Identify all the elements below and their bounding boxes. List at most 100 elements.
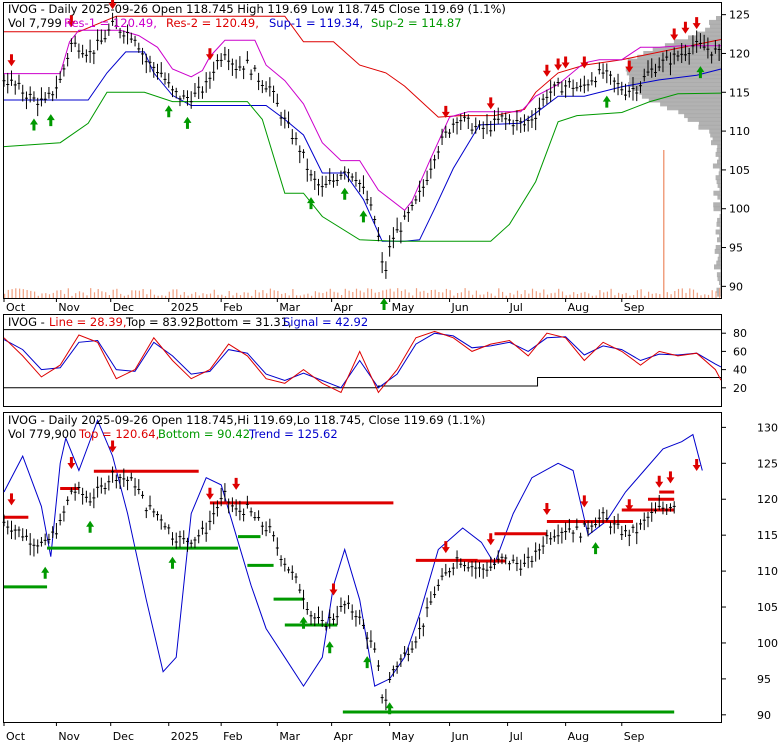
panel1-xtick-label: Feb <box>223 301 242 314</box>
volume-bar <box>131 290 133 298</box>
volume-bar <box>629 295 631 298</box>
histogram-bar <box>716 221 721 227</box>
panel2-line-label: Line = 28.39, <box>49 315 127 329</box>
volume-bar <box>60 290 62 298</box>
volume-bar <box>487 291 489 298</box>
volume-bar <box>112 289 114 298</box>
histogram-bar <box>625 66 721 72</box>
histogram-bar <box>641 93 721 99</box>
panel3-xtick-label: Dec <box>113 730 134 743</box>
volume-bar <box>63 293 66 298</box>
volume-bar <box>165 295 167 298</box>
panel3-ytick-label: 130 <box>757 421 778 434</box>
histogram-bar <box>684 113 721 119</box>
volume-bar <box>296 295 298 298</box>
panel1-xtick-label: Jul <box>509 301 523 314</box>
panel3-trend-label: Trend = 125.62 <box>248 427 338 441</box>
histogram-bar <box>716 287 721 293</box>
volume-bar <box>599 290 601 298</box>
histogram-bar <box>717 217 721 223</box>
sell-arrow <box>542 64 551 77</box>
volume-bar <box>475 290 477 298</box>
volume-bar <box>453 295 455 298</box>
panel2-ytick-label: 20 <box>733 382 747 395</box>
volume-bar <box>142 289 144 298</box>
volume-bar <box>202 293 204 298</box>
volume-bar <box>651 293 653 298</box>
volume-bar <box>603 292 605 298</box>
volume-bar <box>685 292 687 298</box>
volume-bar <box>243 292 245 298</box>
volume-bar <box>273 290 275 298</box>
sell-arrow <box>7 493 16 506</box>
volume-bar <box>355 288 358 298</box>
panel3-xtick-label: Jun <box>451 730 469 743</box>
volume-bar <box>625 292 627 298</box>
volume-bar <box>696 292 698 298</box>
volume-bar <box>689 288 691 298</box>
volume-bar <box>692 289 695 298</box>
histogram-bar <box>719 214 721 219</box>
histogram-bar <box>716 272 721 278</box>
histogram-bar <box>626 70 721 76</box>
stochastic-panel-lines <box>3 329 722 394</box>
histogram-bar <box>717 276 721 282</box>
volume-bar <box>228 291 230 298</box>
volume-bar <box>644 295 646 298</box>
volume-spike-bar <box>663 150 665 298</box>
histogram-bar <box>713 202 721 208</box>
volume-bar <box>516 290 519 298</box>
volume-bar <box>269 288 271 298</box>
volume-bar <box>311 295 313 298</box>
bottom-level-line <box>4 377 721 389</box>
histogram-bar <box>667 105 721 111</box>
volume-bar <box>221 294 223 298</box>
sell-arrow <box>580 495 589 508</box>
volume-bar <box>56 290 58 298</box>
sell-arrow <box>67 457 76 470</box>
histogram-bar <box>715 229 721 235</box>
panel3-xtick-label: May <box>392 730 415 743</box>
histogram-bar <box>717 182 721 188</box>
volume-bar <box>468 290 470 298</box>
volume-bar <box>322 293 324 298</box>
volume-bar <box>217 294 219 298</box>
panel1-frame <box>3 2 722 299</box>
histogram-bar <box>716 260 721 266</box>
volume-bar <box>67 288 69 298</box>
volume-bar <box>198 295 200 298</box>
histogram-bar <box>714 264 721 270</box>
volume-bar <box>78 291 81 298</box>
volume-bar <box>161 295 163 298</box>
histogram-bar <box>717 291 721 297</box>
histogram-bar <box>629 74 721 80</box>
histogram-bar <box>660 101 721 107</box>
sell-arrow <box>692 458 701 471</box>
volume-bar <box>704 294 706 298</box>
panel3-xtick-label: Sep <box>624 730 645 743</box>
histogram-bar <box>715 245 721 250</box>
histogram-bar <box>709 128 721 134</box>
volume-bar <box>127 294 129 298</box>
volume-bar <box>595 295 597 298</box>
volume-bar <box>677 288 680 298</box>
volume-bar <box>307 293 309 298</box>
sell-arrow <box>329 583 338 596</box>
volume-bar <box>494 295 496 298</box>
buy-arrow <box>86 520 95 533</box>
histogram-bar <box>720 283 721 289</box>
volume-bar <box>277 290 279 298</box>
volume-bar <box>569 294 571 298</box>
price-panel-lines <box>2 0 722 310</box>
volume-bar <box>341 295 343 298</box>
buy-arrow <box>168 556 177 569</box>
volume-bar <box>554 292 556 298</box>
panel3-vol-label: Vol 779,900 <box>8 427 76 441</box>
sell-arrow <box>692 17 701 30</box>
volume-bar <box>209 293 212 298</box>
volume-bar <box>251 295 253 298</box>
stoch-line <box>3 330 722 394</box>
panel3-xtick-label: Apr <box>334 730 354 743</box>
sell-arrow <box>681 21 690 34</box>
